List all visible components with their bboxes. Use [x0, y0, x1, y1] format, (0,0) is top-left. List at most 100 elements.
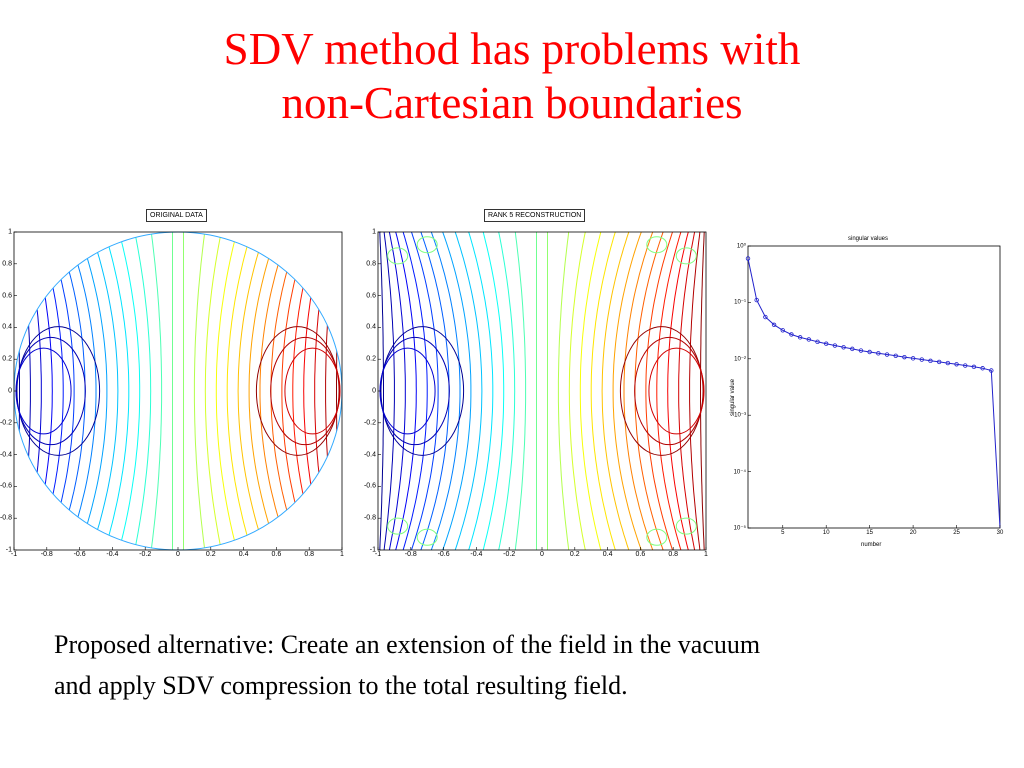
slide-title: SDV method has problems with non-Cartesi… [0, 22, 1024, 130]
y-tick-label: -1 [5, 546, 12, 554]
contour-line [292, 232, 318, 550]
sv-point [954, 362, 959, 367]
x-tick-label: -0.8 [404, 551, 417, 558]
y-tick-label: 0.4 [366, 323, 376, 331]
contour-line [568, 232, 586, 550]
contour-canvas-1 [377, 231, 707, 551]
sv-series-line [747, 258, 1001, 529]
sv-point [910, 356, 916, 361]
singular-values-xlabel: number [861, 542, 882, 548]
x-tick-label: 0.6 [635, 551, 646, 558]
contour-line [118, 232, 141, 550]
sv-point [815, 339, 820, 345]
contour-loop [648, 347, 705, 435]
sv-point [971, 364, 977, 370]
sv-x-tick-label: 10 [822, 530, 830, 536]
contour-line [237, 232, 266, 550]
x-tick-label: -0.2 [139, 551, 152, 558]
contour-line [667, 232, 689, 550]
sv-x-tick-label: 5 [781, 530, 785, 536]
sv-point [893, 353, 898, 359]
y-tick-label: -0.2 [363, 419, 376, 427]
contour-lines-1 [379, 232, 705, 550]
sv-point [771, 322, 777, 328]
y-tick-label: -0.4 [363, 451, 376, 459]
original-data-plot: ORIGINAL DATA -1 -0.8 -0.6 -0.4 -0.2 0 0.2 0.4 0… [0, 204, 344, 560]
y-tick-label: -1 [369, 546, 376, 554]
contour-line [590, 232, 616, 550]
contour-line [411, 232, 439, 550]
contour-line [325, 232, 337, 550]
contour-line [454, 232, 483, 550]
sv-point [824, 341, 829, 346]
x-tick-label: -1 [374, 551, 382, 558]
sv-point [806, 337, 812, 342]
x-tick-label: 0.2 [569, 551, 580, 558]
x-tick-label: -0.6 [437, 551, 450, 558]
x-tick-label: -0.8 [40, 551, 53, 558]
sv-x-tick-label: 25 [953, 530, 960, 536]
singular-values-title: singular values [848, 236, 889, 242]
y-tick-label: 1 [8, 228, 12, 236]
sv-y-tick-label: 10⁻³ [734, 412, 746, 419]
sv-point [745, 256, 751, 261]
contour-ripple [646, 236, 668, 254]
contour-line [482, 232, 505, 550]
contour-line [388, 232, 406, 550]
body-line2: and apply SDV compression to the total r… [54, 671, 628, 700]
contour-loop [16, 326, 101, 456]
x-tick-label: 0.4 [238, 551, 249, 558]
sv-point [789, 332, 794, 337]
y-tick-label: -0.4 [0, 451, 12, 459]
contour-line [24, 232, 42, 550]
sv-y-tick-label: 10⁻¹ [734, 299, 746, 306]
y-tick-label: 0 [372, 387, 376, 395]
contour-ripple [675, 247, 697, 265]
sv-x-tick-label: 20 [909, 530, 917, 536]
contour-line [78, 232, 108, 550]
x-tick-label: -0.4 [470, 551, 483, 558]
y-tick-label: 0.2 [366, 355, 376, 363]
sv-point [884, 352, 890, 357]
contour-line [19, 232, 31, 550]
contour-line [47, 232, 75, 550]
contour-line [612, 232, 642, 550]
contour-ripple [675, 517, 697, 535]
y-tick-label: 0.8 [366, 260, 376, 268]
contour-canvas-0 [13, 231, 343, 551]
contour-ripple [416, 236, 438, 254]
sv-point [980, 366, 985, 371]
contour-line [395, 232, 417, 550]
contour-line [134, 232, 152, 550]
sv-point [928, 358, 933, 364]
sv-point [945, 360, 951, 366]
contour-loop [619, 326, 704, 456]
sv-point [867, 349, 872, 355]
x-tick-label: 0 [540, 551, 544, 558]
x-tick-label: 0.6 [271, 551, 282, 558]
contour-line [379, 232, 384, 550]
singular-values-canvas [745, 245, 1001, 529]
contour-line [90, 232, 119, 550]
contour-line [656, 232, 682, 550]
y-tick-label: 1 [372, 228, 376, 236]
contour-line [514, 232, 527, 550]
y-tick-label: 0 [8, 387, 12, 395]
sv-point [841, 345, 846, 350]
contour-line [383, 232, 395, 550]
x-tick-label: 1 [704, 551, 708, 558]
sv-y-tick-label: 10⁻² [734, 356, 746, 363]
contour-line [204, 232, 222, 550]
sv-point [989, 368, 994, 373]
contour-line [31, 232, 53, 550]
rank5-reconstruction-plot: RANK 5 RECONSTRUCTION -1 -0.8 -0.6 -0.4 -0.2… [363, 204, 708, 560]
y-tick-label: 0.6 [2, 292, 12, 300]
contour-line [226, 232, 252, 550]
contour-ripple [416, 528, 438, 546]
sv-point [963, 363, 968, 368]
y-tick-label: 0.8 [2, 260, 12, 268]
sv-point [832, 343, 838, 348]
sv-y-tick-label: 10⁻⁴ [733, 469, 746, 476]
sv-point [797, 335, 803, 340]
sv-x-tick-label: 15 [866, 530, 873, 536]
